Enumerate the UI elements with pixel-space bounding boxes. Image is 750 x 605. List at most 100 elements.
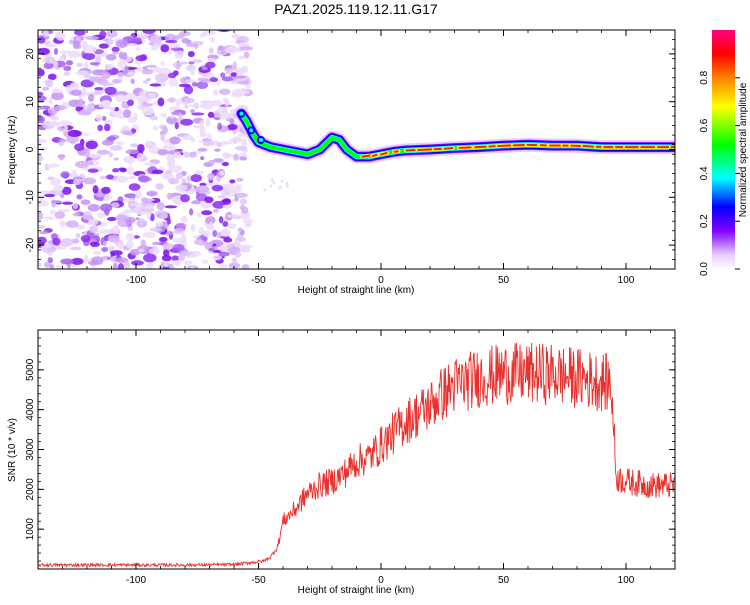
noise-blob — [235, 146, 247, 151]
noise-blob — [212, 185, 223, 192]
noise-speck — [281, 180, 284, 183]
y-tick-label: -10 — [25, 190, 36, 205]
noise-blob — [175, 122, 179, 129]
noise-blob — [88, 169, 99, 173]
noise-blob — [150, 83, 162, 86]
colorbar-tick-label: 0.8 — [699, 70, 710, 84]
noise-blob — [236, 186, 241, 193]
noise-blob — [90, 242, 100, 247]
noise-blob — [231, 72, 237, 76]
noise-blob — [202, 260, 209, 264]
noise-blob — [233, 136, 242, 141]
noise-blob — [84, 148, 90, 157]
noise-blob — [85, 36, 99, 40]
ridge-bubble — [248, 127, 254, 133]
noise-speck — [278, 186, 281, 189]
noise-blob — [179, 84, 191, 87]
ridge-peak — [373, 155, 376, 156]
noise-blob — [217, 195, 226, 198]
noise-blob — [184, 261, 193, 266]
noise-blob — [45, 79, 53, 87]
noise-blob — [82, 41, 88, 50]
noise-blob — [227, 214, 239, 217]
noise-blob — [88, 218, 98, 226]
noise-blob — [190, 224, 195, 232]
noise-blob — [189, 208, 193, 215]
noise-blob — [99, 31, 106, 39]
noise-blob — [103, 38, 110, 41]
noise-blob — [90, 62, 100, 65]
noise-blob — [101, 247, 108, 252]
noise-blob — [194, 239, 204, 245]
noise-blob — [106, 107, 116, 110]
noise-blob — [241, 139, 247, 147]
noise-blob — [167, 218, 171, 225]
noise-blob — [124, 65, 128, 73]
x-tick-label: 100 — [618, 275, 635, 286]
noise-blob — [239, 46, 253, 50]
snr-series-line — [38, 343, 675, 567]
noise-blob — [100, 72, 110, 80]
noise-blob — [229, 179, 235, 183]
noise-blob — [212, 230, 217, 237]
noise-blob — [141, 209, 154, 212]
noise-blob — [138, 248, 144, 252]
noise-blob — [213, 158, 224, 162]
noise-blob — [107, 217, 117, 221]
noise-blob — [205, 62, 215, 69]
noise-blob — [114, 157, 119, 160]
noise-blob — [197, 213, 202, 217]
noise-blob — [35, 111, 42, 116]
spectrogram-plot-area — [32, 27, 675, 272]
noise-blob — [97, 125, 103, 132]
noise-blob — [52, 89, 63, 94]
noise-blob — [54, 185, 64, 191]
noise-blob — [176, 172, 184, 179]
snr-xlabel: Height of straight line (km) — [298, 585, 415, 596]
noise-blob — [106, 54, 117, 61]
noise-blob — [134, 96, 140, 100]
noise-blob — [168, 78, 178, 86]
noise-blob — [150, 116, 158, 121]
noise-blob — [176, 223, 187, 229]
ridge-peak — [583, 146, 594, 147]
noise-blob — [136, 47, 140, 51]
noise-blob — [236, 193, 248, 198]
noise-blob — [219, 89, 231, 95]
noise-blob — [173, 228, 184, 234]
x-tick-label: -100 — [126, 275, 146, 286]
noise-blob — [182, 178, 186, 184]
noise-blob — [165, 40, 177, 43]
noise-blob — [227, 223, 236, 229]
noise-blob — [201, 80, 211, 83]
noise-blob — [104, 124, 111, 131]
noise-blob — [70, 89, 82, 95]
spectrogram-xlabel: Height of straight line (km) — [298, 285, 415, 296]
noise-blob — [191, 112, 204, 115]
noise-blob — [242, 264, 250, 271]
noise-blob — [200, 100, 213, 104]
noise-blob — [200, 133, 207, 138]
noise-blob — [89, 162, 94, 165]
noise-blob — [87, 104, 93, 109]
noise-blob — [51, 92, 64, 100]
noise-blob — [144, 162, 157, 166]
noise-blob — [238, 56, 244, 60]
noise-blob — [161, 61, 165, 66]
noise-blob — [81, 235, 91, 242]
noise-speck — [286, 182, 289, 185]
noise-blob — [117, 242, 125, 248]
noise-blob — [210, 77, 218, 82]
noise-blob — [115, 176, 128, 183]
noise-blob — [169, 136, 181, 144]
noise-blob — [52, 238, 60, 246]
noise-blob — [123, 109, 131, 118]
noise-blob — [153, 126, 158, 131]
noise-blob — [75, 161, 89, 168]
noise-blob — [73, 212, 80, 216]
noise-blob — [240, 199, 248, 205]
noise-blob — [180, 119, 193, 126]
noise-blob — [72, 170, 77, 177]
noise-blob — [233, 153, 238, 160]
